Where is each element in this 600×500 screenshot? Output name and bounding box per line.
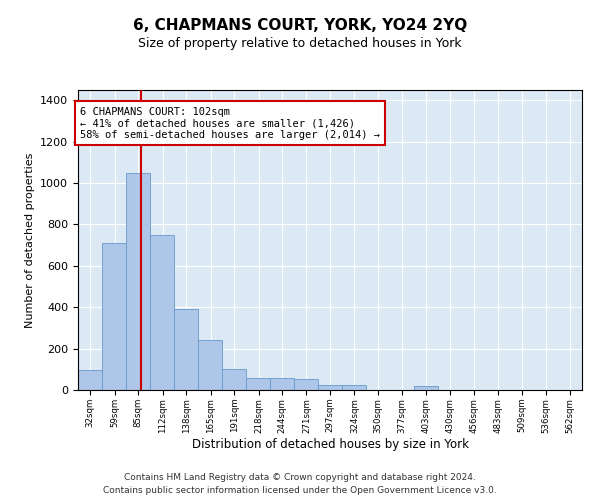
Text: Contains HM Land Registry data © Crown copyright and database right 2024.: Contains HM Land Registry data © Crown c… bbox=[124, 472, 476, 482]
X-axis label: Distribution of detached houses by size in York: Distribution of detached houses by size … bbox=[191, 438, 469, 451]
Bar bbox=[174, 310, 198, 390]
Bar bbox=[222, 370, 246, 390]
Y-axis label: Number of detached properties: Number of detached properties bbox=[25, 152, 35, 328]
Bar bbox=[294, 378, 318, 390]
Bar bbox=[270, 378, 294, 390]
Text: Contains public sector information licensed under the Open Government Licence v3: Contains public sector information licen… bbox=[103, 486, 497, 495]
Text: 6 CHAPMANS COURT: 102sqm
← 41% of detached houses are smaller (1,426)
58% of sem: 6 CHAPMANS COURT: 102sqm ← 41% of detach… bbox=[80, 106, 380, 140]
Text: 6, CHAPMANS COURT, YORK, YO24 2YQ: 6, CHAPMANS COURT, YORK, YO24 2YQ bbox=[133, 18, 467, 32]
Bar bbox=[103, 243, 127, 390]
Bar bbox=[78, 370, 102, 390]
Bar bbox=[126, 173, 150, 390]
Bar bbox=[342, 385, 366, 390]
Bar bbox=[199, 340, 223, 390]
Bar bbox=[151, 235, 175, 390]
Bar bbox=[318, 385, 342, 390]
Bar bbox=[247, 378, 270, 390]
Bar bbox=[413, 386, 437, 390]
Text: Size of property relative to detached houses in York: Size of property relative to detached ho… bbox=[138, 38, 462, 51]
